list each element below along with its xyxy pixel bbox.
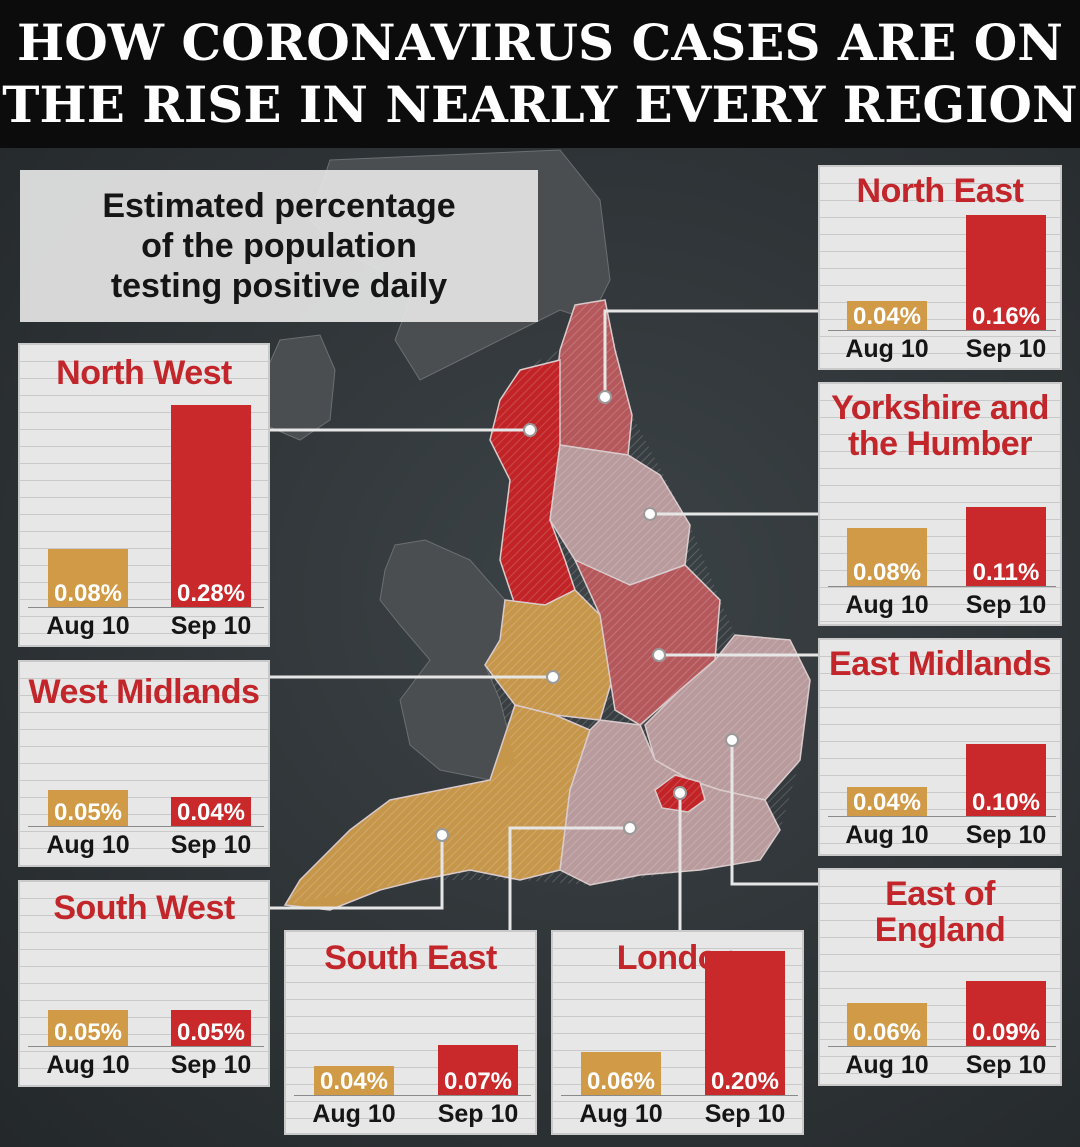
panel-baseline (828, 330, 1056, 331)
headline-line-1: HOW CORONAVIRUS CASES ARE ON (17, 13, 1063, 72)
category-label: Aug 10 (312, 1100, 396, 1128)
bar-value-label: 0.06% (852, 1019, 922, 1046)
bar-value-label: 0.05% (176, 1019, 246, 1046)
panel-title: West Midlands (28, 673, 260, 711)
bar-value-label: 0.16% (971, 303, 1041, 330)
panel-east-of-england: East of England 0.06% Aug 10 0.09% Sep 10 (818, 868, 1062, 1086)
bar-sep (171, 797, 251, 826)
bar-value-label: 0.04% (176, 799, 246, 826)
panel-baseline (561, 1095, 798, 1096)
bar-value-label: 0.08% (852, 559, 922, 586)
bar-value-label: 0.09% (971, 1019, 1041, 1046)
bar-aug (847, 787, 927, 816)
panel-title: East of England (874, 875, 1006, 949)
bar-value-label: 0.11% (972, 559, 1040, 586)
bar-value-label: 0.05% (53, 1019, 123, 1046)
panel-yorkshire: Yorkshire and the Humber 0.08% Aug 10 0.11%… (818, 382, 1062, 626)
chart-note: Estimated percentage of the population t… (20, 170, 538, 322)
map-hatch-overlay (285, 300, 810, 905)
category-label: Aug 10 (46, 831, 130, 859)
category-label: Aug 10 (845, 821, 929, 849)
panel-baseline (828, 816, 1056, 817)
bar-value-label: 0.06% (586, 1068, 656, 1095)
chart-note-text: Estimated percentage of the population t… (102, 187, 456, 305)
bar-value-label: 0.20% (710, 1068, 780, 1095)
bar-sep (171, 1010, 251, 1046)
bar-aug (847, 528, 927, 586)
bar-aug (48, 790, 128, 826)
category-label: Sep 10 (170, 831, 252, 859)
panel-title: Yorkshire and the Humber (831, 389, 1049, 463)
map-northern-ireland (261, 334, 336, 441)
category-label: Aug 10 (46, 1051, 130, 1079)
category-label: Aug 10 (579, 1100, 663, 1128)
category-label: Sep 10 (704, 1100, 786, 1128)
bar-sep (438, 1045, 518, 1095)
category-label: Sep 10 (170, 612, 252, 640)
bar-value-label: 0.10% (971, 789, 1041, 816)
panel-north-east: North East 0.04% Aug 10 0.16% Sep 10 (818, 165, 1062, 370)
panel-baseline (28, 826, 264, 827)
category-label: Sep 10 (965, 1051, 1047, 1079)
panel-south-east: South East 0.04% Aug 10 0.07% Sep 10 (284, 930, 537, 1135)
headline: HOW CORONAVIRUS CASES ARE ON THE RISE IN… (0, 0, 1080, 148)
panel-title: North West (56, 354, 232, 392)
bar-value-label: 0.04% (852, 303, 922, 330)
panel-baseline (28, 607, 264, 608)
bar-value-label: 0.05% (53, 799, 123, 826)
bar-value-label: 0.04% (319, 1068, 389, 1095)
bar-aug (48, 549, 128, 607)
category-label: Sep 10 (965, 821, 1047, 849)
panel-london: London 0.06% Aug 10 0.20% Sep 10 (551, 930, 804, 1135)
panel-baseline (828, 1046, 1056, 1047)
panel-east-midlands: East Midlands 0.04% Aug 10 0.10% Sep 10 (818, 638, 1062, 856)
panel-title: East Midlands (828, 645, 1052, 683)
panel-baseline (828, 586, 1056, 587)
bar-aug (847, 1003, 927, 1046)
bar-sep (966, 507, 1046, 586)
category-label: Aug 10 (46, 612, 130, 640)
bar-value-label: 0.08% (53, 580, 123, 607)
bar-aug (581, 1052, 661, 1095)
bar-sep (705, 951, 785, 1095)
category-label: Sep 10 (965, 335, 1047, 363)
bar-value-label: 0.28% (176, 580, 246, 607)
category-label: Sep 10 (965, 591, 1047, 619)
category-label: Sep 10 (437, 1100, 519, 1128)
panel-south-west: South West 0.05% Aug 10 0.05% Sep 10 (18, 880, 270, 1087)
panel-title: South West (53, 889, 235, 927)
bar-aug (847, 301, 927, 330)
category-label: Sep 10 (170, 1051, 252, 1079)
category-label: Aug 10 (845, 591, 929, 619)
bar-sep (966, 981, 1046, 1046)
category-label: Aug 10 (845, 1051, 929, 1079)
bar-value-label: 0.04% (852, 789, 922, 816)
panel-north-west: North West 0.08% Aug 10 0.28% Sep 10 (18, 343, 270, 647)
bar-sep (171, 405, 251, 607)
panel-west-midlands: West Midlands 0.05% Aug 10 0.04% Sep 10 (18, 660, 270, 867)
panel-title: North East (856, 172, 1024, 210)
panel-title: South East (324, 939, 497, 977)
bar-aug (314, 1066, 394, 1095)
bar-aug (48, 1010, 128, 1046)
category-label: Aug 10 (845, 335, 929, 363)
panel-baseline (294, 1095, 531, 1096)
bar-sep (966, 215, 1046, 330)
bar-sep (966, 744, 1046, 816)
panel-baseline (28, 1046, 264, 1047)
bar-value-label: 0.07% (443, 1068, 513, 1095)
headline-line-2: THE RISE IN NEARLY EVERY REGION (2, 75, 1078, 134)
